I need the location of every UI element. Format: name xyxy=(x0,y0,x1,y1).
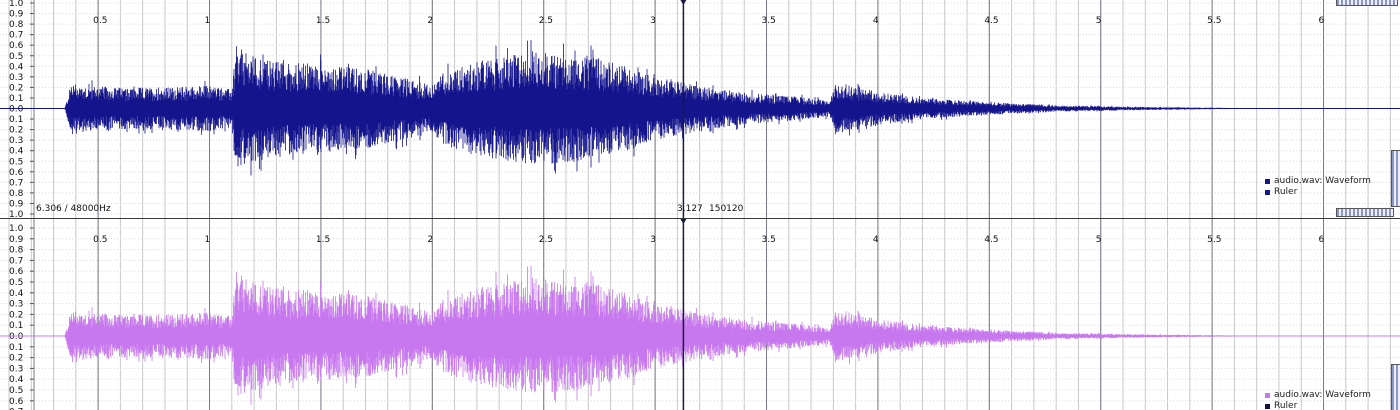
legend-swatch xyxy=(1265,179,1270,184)
amplitude-tick-label: 0.1 xyxy=(9,343,23,353)
time-tick-label: 5 xyxy=(1096,16,1102,26)
time-tick-label: 4 xyxy=(873,235,879,245)
amplitude-tick-label: 0.2 xyxy=(9,83,23,93)
waveform-plot-bottom[interactable]: 0.5 1 1.5 2 2.5 3 3.5 4 4.5 5 5.5 61.00.90.80.70.60… xyxy=(0,219,1400,410)
time-tick-label: 1.5 xyxy=(316,235,330,245)
amplitude-tick-label: 0.9 xyxy=(9,235,24,245)
amplitude-tick-label: 0.1 xyxy=(9,321,23,331)
playhead-marker-icon[interactable] xyxy=(680,219,687,224)
time-tick-label: 2 xyxy=(427,16,433,26)
legend-swatch xyxy=(1265,393,1270,398)
amplitude-tick-label: 0.9 xyxy=(9,199,24,209)
cursor-sample-readout: 150120 xyxy=(709,204,744,214)
amplitude-tick-label: 0.3 xyxy=(9,136,23,146)
amplitude-tick-label: 0.6 xyxy=(9,41,24,51)
amplitude-tick-label: 0.5 xyxy=(9,386,23,396)
amplitude-tick-label: 0.2 xyxy=(9,126,23,136)
legend-item-ruler: Ruler xyxy=(1265,187,1371,198)
time-tick-label: 3.5 xyxy=(762,16,776,26)
amplitude-tick-label: 0.2 xyxy=(9,310,23,320)
legend-item-ruler: Ruler xyxy=(1265,401,1371,410)
time-tick-label: 3.5 xyxy=(762,235,776,245)
amplitude-tick-label: 0.1 xyxy=(9,115,23,125)
amplitude-tick-label: 0.7 xyxy=(9,178,23,188)
cursor-time-readout: 3.127 xyxy=(677,204,703,214)
legend-bottom: audio.wav: Waveform Ruler xyxy=(1265,390,1371,410)
amplitude-tick-label: 0.8 xyxy=(9,189,24,199)
amplitude-tick-label: 0.6 xyxy=(9,397,24,407)
playhead-marker-icon[interactable] xyxy=(680,0,687,5)
time-tick-label: 2 xyxy=(427,235,433,245)
time-tick-label: 4 xyxy=(873,16,879,26)
legend-swatch xyxy=(1265,190,1270,195)
amplitude-tick-label: 0.6 xyxy=(9,168,24,178)
amplitude-tick-label: 0.3 xyxy=(9,73,23,83)
amplitude-tick-label: 0.0 xyxy=(9,332,24,342)
amplitude-tick-label: 0.5 xyxy=(9,278,23,288)
amplitude-tick-label: 0.4 xyxy=(9,62,24,72)
amplitude-tick-label: 0.7 xyxy=(9,256,23,266)
legend-item-waveform: audio.wav: Waveform xyxy=(1265,176,1371,187)
waveform-panel-bottom[interactable]: 0.5 1 1.5 2 2.5 3 3.5 4 4.5 5 5.5 6 1.0 0.9 0.8 0.7 0.6 0… xyxy=(0,219,1400,410)
time-tick-label: 4.5 xyxy=(984,16,998,26)
amplitude-tick-label: 0.7 xyxy=(9,408,23,410)
horizontal-zoom-handle-top[interactable] xyxy=(1336,208,1394,217)
time-tick-label: 2.5 xyxy=(539,235,553,245)
amplitude-tick-label: 1.0 xyxy=(9,0,24,9)
legend-top: audio.wav: Waveform Ruler xyxy=(1265,176,1371,198)
legend-label: audio.wav: Waveform xyxy=(1274,176,1371,186)
time-tick-label: 1 xyxy=(205,235,211,245)
amplitude-tick-label: 0.9 xyxy=(9,10,24,20)
amplitude-tick-label: 0.2 xyxy=(9,354,23,364)
legend-label: Ruler xyxy=(1274,187,1298,197)
amplitude-tick-label: 0.0 xyxy=(9,105,24,115)
duration-samplerate-readout: 6.306 / 48000Hz xyxy=(36,204,111,214)
amplitude-tick-label: 0.3 xyxy=(9,364,23,374)
amplitude-tick-label: 1.0 xyxy=(9,224,24,234)
vertical-zoom-handle-bottom[interactable] xyxy=(1391,364,1400,410)
amplitude-tick-label: 0.8 xyxy=(9,246,24,256)
time-tick-label: 6 xyxy=(1319,235,1325,245)
time-tick-label: 1.5 xyxy=(316,16,330,26)
vertical-zoom-handle-top[interactable] xyxy=(1391,150,1400,207)
legend-item-waveform: audio.wav: Waveform xyxy=(1265,390,1371,401)
waveform-panel-top[interactable]: 0.5 1 1.5 2 2.5 3 3.5 4 4.5 5 5.5 6 1.0 0.9 0.8 0.7 0.6 0… xyxy=(0,0,1400,219)
time-tick-label: 0.5 xyxy=(93,16,107,26)
waveform-trace xyxy=(64,266,1275,405)
amplitude-tick-label: 0.4 xyxy=(9,375,24,385)
time-tick-label: 6 xyxy=(1319,16,1325,26)
scroll-handle-top[interactable] xyxy=(1336,0,1398,6)
amplitude-tick-label: 0.8 xyxy=(9,20,24,30)
time-tick-label: 0.5 xyxy=(93,235,107,245)
amplitude-tick-label: 0.4 xyxy=(9,147,24,157)
amplitude-tick-label: 0.4 xyxy=(9,289,24,299)
amplitude-tick-label: 0.5 xyxy=(9,52,23,62)
amplitude-tick-label: 1.0 xyxy=(9,210,24,219)
amplitude-tick-label: 0.5 xyxy=(9,157,23,167)
amplitude-tick-label: 0.3 xyxy=(9,300,23,310)
legend-label: audio.wav: Waveform xyxy=(1274,390,1371,400)
amplitude-tick-label: 0.1 xyxy=(9,94,23,104)
time-tick-label: 5.5 xyxy=(1207,235,1221,245)
time-tick-label: 5 xyxy=(1096,235,1102,245)
legend-swatch xyxy=(1265,404,1270,409)
waveform-plot-top[interactable]: 0.5 1 1.5 2 2.5 3 3.5 4 4.5 5 5.5 61.00.90.80.70.60… xyxy=(0,0,1400,219)
time-tick-label: 5.5 xyxy=(1207,16,1221,26)
amplitude-tick-label: 0.6 xyxy=(9,267,24,277)
amplitude-tick-label: 0.7 xyxy=(9,31,23,41)
time-tick-label: 4.5 xyxy=(984,235,998,245)
legend-label: Ruler xyxy=(1274,401,1298,410)
time-tick-label: 3 xyxy=(650,16,656,26)
time-tick-label: 1 xyxy=(205,16,211,26)
waveform-trace xyxy=(64,40,1275,176)
time-tick-label: 3 xyxy=(650,235,656,245)
time-tick-label: 2.5 xyxy=(539,16,553,26)
